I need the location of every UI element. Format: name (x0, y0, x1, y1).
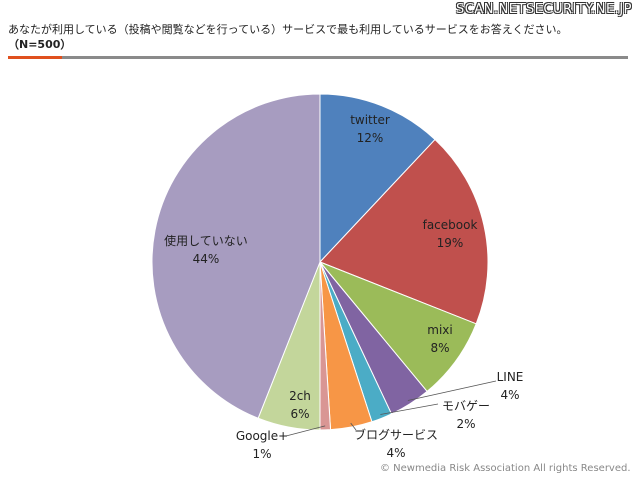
question-text: あなたが利用している（投稿や閲覧などを行っている）サービスで最も利用しているサー… (8, 23, 568, 36)
leader-lines (285, 380, 497, 437)
sample-size: （N=500） (8, 38, 72, 51)
slice-value-line: 4% (500, 388, 519, 402)
slice-label-2ch: 2ch (289, 389, 311, 403)
slice-label-google-plus: Google+ (236, 429, 288, 443)
slice-value-facebook: 19% (437, 236, 464, 250)
slice-label-mobage: モバゲー (442, 399, 490, 413)
slice-value-blog-service: 4% (386, 446, 405, 460)
header-accent-bar (8, 56, 62, 59)
copyright-notice: © Newmedia Risk Association All rights R… (380, 463, 631, 474)
site-watermark: SCAN.NETSECURITY.NE.JP (455, 2, 632, 17)
slice-value-mixi: 8% (430, 341, 449, 355)
leader-line-mobage (380, 403, 439, 415)
leader-line-google-plus (285, 425, 326, 437)
header-rule (8, 56, 628, 59)
slice-value-not-using: 44% (193, 252, 220, 266)
slice-label-mixi: mixi (427, 323, 452, 337)
slice-label-blog-service: ブログサービス (354, 427, 438, 442)
slice-label-twitter: twitter (350, 113, 390, 127)
slice-labels: twitter 12% facebook 19% mixi 8% LINE 4% モバゲー 2% ブ… (164, 113, 523, 461)
slice-label-line: LINE (497, 370, 524, 384)
pie-slice-not-using (151, 93, 321, 419)
pie-slice-twitter (319, 93, 436, 264)
pie-slice-facebook (319, 138, 489, 325)
pie-slices (151, 93, 489, 431)
slice-value-google-plus: 1% (252, 447, 271, 461)
leader-line-blog-service (350, 422, 357, 431)
slice-label-facebook: facebook (423, 218, 478, 232)
slice-value-2ch: 6% (290, 407, 309, 421)
survey-question: あなたが利用している（投稿や閲覧などを行っている）サービスで最も利用しているサー… (8, 22, 618, 52)
slice-label-not-using: 使用していない (164, 233, 248, 248)
slice-value-mobage: 2% (456, 417, 475, 431)
slice-value-twitter: 12% (357, 131, 384, 145)
leader-line-line (407, 380, 497, 401)
